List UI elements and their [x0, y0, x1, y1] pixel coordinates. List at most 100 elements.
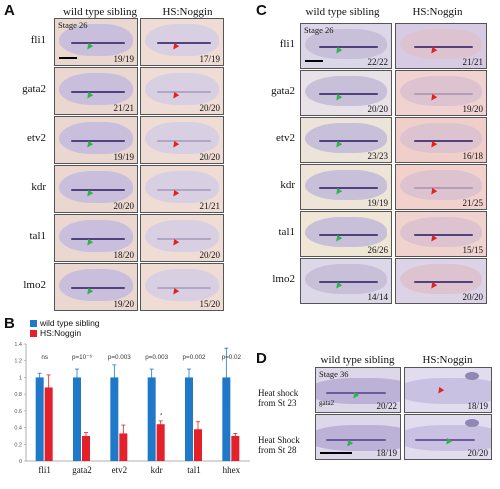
panel-d-gene: gata2: [319, 399, 335, 407]
panel-d-hs-row1: 18/19: [404, 367, 492, 413]
embryo-panel-hs: 19/20: [395, 70, 487, 116]
p-value-label: ns: [41, 354, 48, 361]
p-value-label: p=0.02: [222, 354, 242, 361]
panel-a-stage: Stage 26: [58, 20, 88, 30]
stain-line: [414, 281, 473, 283]
embryo-image: [400, 123, 482, 153]
panel-c-gene-label: fli1: [279, 38, 295, 50]
panel-c-gene-label: gata2: [271, 85, 295, 97]
x-tick-label: etv2: [112, 465, 128, 475]
stain-line: [157, 91, 211, 93]
inset-embryo-image: [465, 372, 479, 380]
stain-line: [71, 287, 125, 289]
embryo-count-hs: 19/20: [462, 104, 483, 114]
embryo-panel-hs: 20/20: [140, 67, 224, 115]
embryo-image: [305, 217, 387, 247]
y-tick-label: 0: [19, 459, 22, 465]
bar-wt: [147, 377, 156, 461]
panel-d-row1-label: Heat shock from St 23: [258, 388, 299, 408]
embryo-image: [400, 217, 482, 247]
stain-line: [157, 189, 211, 191]
embryo-image: [316, 378, 400, 404]
embryo-count-hs: 20/20: [199, 103, 220, 113]
stain-line: [326, 392, 386, 394]
embryo-panel-hs: 15/15: [395, 211, 487, 257]
y-tick-label: 1.4: [14, 342, 22, 348]
embryo-image: [400, 76, 482, 106]
embryo-count-hs: 21/25: [462, 198, 483, 208]
panel-c-gene-label: lmo2: [272, 273, 295, 285]
panel-d-col-hs: HS:Noggin: [422, 354, 473, 366]
embryo-count-hs: 15/20: [199, 299, 220, 309]
stain-line: [414, 93, 473, 95]
inset-embryo-image: [465, 419, 479, 427]
bar-hs: [194, 429, 202, 461]
panel-d-row2-label: Heat Shock from St 28: [258, 435, 300, 455]
scale-bar: [59, 57, 77, 59]
x-tick-label: hhex: [223, 465, 241, 475]
embryo-image: [59, 73, 133, 105]
embryo-panel-hs: 17/19: [140, 18, 224, 66]
count-d-wt-row2: 18/19: [376, 448, 397, 458]
stain-line: [157, 140, 211, 142]
bar-wt: [35, 377, 44, 461]
embryo-image: [145, 122, 219, 154]
panel-a-gene-label: gata2: [22, 83, 46, 95]
embryo-image: [59, 122, 133, 154]
embryo-panel-hs: 21/21: [395, 23, 487, 69]
embryo-image: [145, 171, 219, 203]
stain-line: [414, 234, 473, 236]
embryo-count-wt: 19/19: [113, 152, 134, 162]
panel-c-stage: Stage 26: [304, 25, 334, 35]
panel-d-label: D: [256, 350, 267, 367]
legend-hs-swatch: [30, 330, 37, 337]
embryo-image: [145, 73, 219, 105]
embryo-image: [405, 378, 491, 404]
panel-c-label: C: [256, 2, 267, 19]
p-value-label: p=0.003: [108, 354, 131, 361]
embryo-panel-hs: 21/21: [140, 165, 224, 213]
y-tick-label: 0.8: [14, 392, 22, 398]
stain-line: [415, 439, 475, 441]
embryo-image: [145, 220, 219, 252]
embryo-count-wt: 23/23: [367, 151, 388, 161]
embryo-panel-wt: 19/19: [54, 116, 138, 164]
embryo-image: [305, 76, 387, 106]
embryo-count-wt: 20/20: [113, 201, 134, 211]
stain-line: [319, 46, 378, 48]
embryo-image: [145, 24, 219, 56]
stain-line: [157, 42, 211, 44]
embryo-panel-wt: 21/21: [54, 67, 138, 115]
embryo-panel-wt: 19/19: [300, 164, 392, 210]
bar-hs: [82, 435, 90, 461]
embryo-count-wt: 22/22: [367, 57, 388, 67]
panel-a-gene-label: fli1: [30, 34, 46, 46]
bar-wt: [185, 377, 193, 461]
x-tick-label: tal1: [187, 465, 201, 475]
panel-a-gene-label: kdr: [31, 181, 46, 193]
count-d-hs-row2: 20/20: [467, 448, 488, 458]
embryo-image: [400, 170, 482, 200]
x-tick-label: gata2: [72, 465, 92, 475]
embryo-image: [405, 425, 491, 451]
y-tick-label: 0.4: [14, 426, 22, 432]
embryo-panel-wt: Stage 26 22/22: [300, 23, 392, 69]
panel-d-col-wt: wild type sibling: [320, 354, 395, 366]
embryo-panel-wt: 19/20: [54, 263, 138, 311]
embryo-panel-hs: 20/20: [140, 214, 224, 262]
embryo-count-hs: 20/20: [199, 250, 220, 260]
embryo-count-wt: 21/21: [113, 103, 134, 113]
stain-line: [71, 140, 125, 142]
embryo-panel-wt: 20/20: [300, 70, 392, 116]
x-tick-label: fli1: [38, 465, 51, 475]
embryo-panel-wt: 26/26: [300, 211, 392, 257]
embryo-panel-wt: 20/20: [54, 165, 138, 213]
bar-hs: [231, 435, 240, 461]
stain-line: [326, 439, 386, 441]
stain-line: [414, 46, 473, 48]
bar-hs: [156, 424, 165, 461]
panel-a-gene-label: etv2: [27, 132, 46, 144]
stain-line: [71, 42, 125, 44]
embryo-panel-wt: 18/20: [54, 214, 138, 262]
stain-line: [319, 281, 378, 283]
